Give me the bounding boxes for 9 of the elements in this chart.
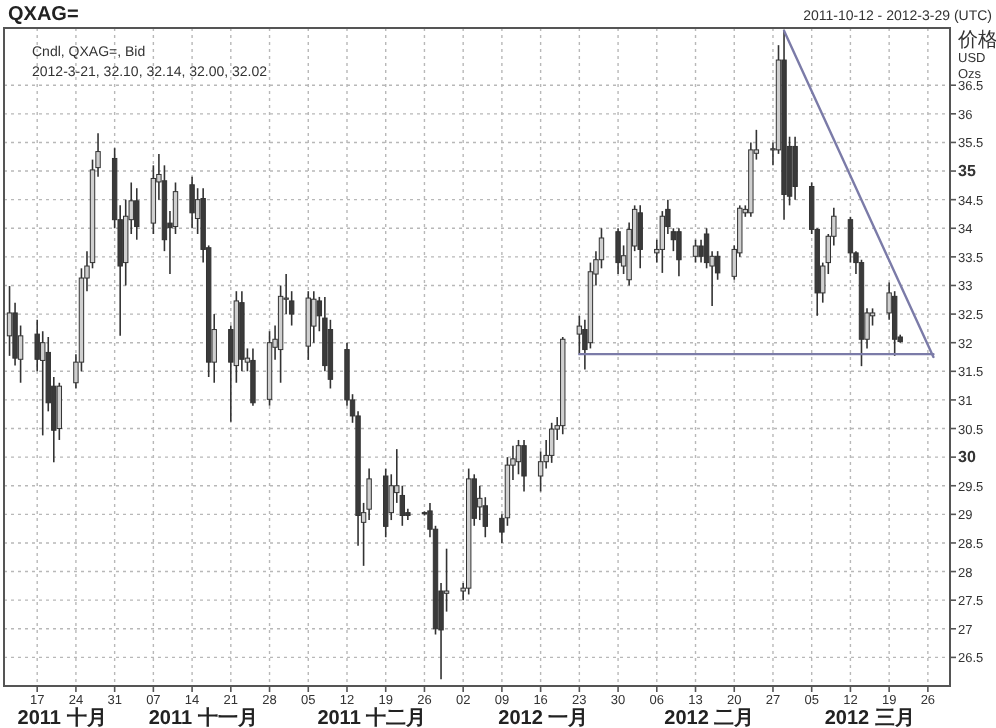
text: 2012 二月 — [664, 708, 755, 728]
chart-title: QXAG= — [8, 4, 79, 26]
text: 2011 十月 — [17, 706, 107, 728]
y-tick-label: 35 — [958, 162, 977, 181]
text: 2012 三月 — [824, 708, 915, 728]
text: 2012 一月 — [498, 708, 589, 728]
y-tick-label: 30 — [958, 448, 977, 467]
text: 2011 十二月 — [317, 706, 427, 728]
text: 2011 十一月 — [148, 706, 258, 728]
